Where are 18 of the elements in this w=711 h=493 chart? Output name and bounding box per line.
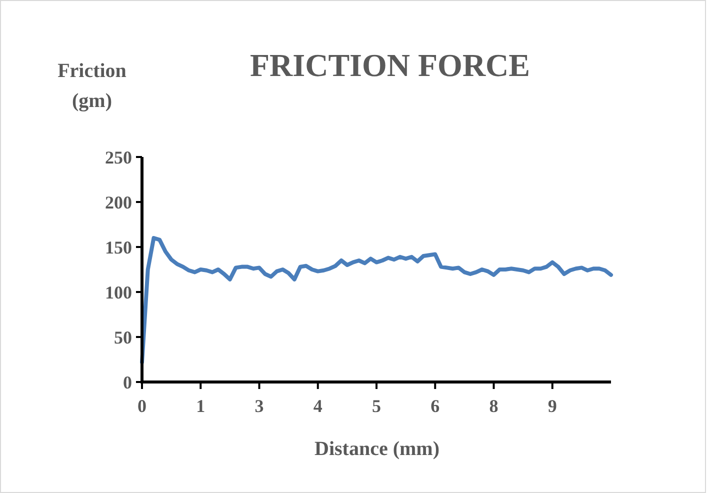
y-tick-label: 100 bbox=[105, 282, 132, 302]
y-tick-label: 250 bbox=[105, 147, 132, 168]
y-axis-title: Friction (gm) bbox=[58, 60, 126, 112]
x-tick-label: 1 bbox=[196, 396, 206, 416]
x-tick-label: 5 bbox=[372, 396, 381, 416]
line-series bbox=[140, 236, 613, 364]
y-tick-label: 150 bbox=[105, 237, 132, 258]
x-tick-label: 9 bbox=[548, 396, 557, 416]
x-tick-label: 3 bbox=[254, 396, 264, 416]
x-axis-title: Distance (mm) bbox=[314, 438, 440, 460]
x-tick-label: 6 bbox=[430, 396, 440, 416]
x-tick-label: 4 bbox=[313, 396, 322, 416]
chart-title: FRICTION FORCE bbox=[250, 47, 530, 83]
x-tick-label: 8 bbox=[489, 396, 498, 416]
y-tick-label: 0 bbox=[123, 372, 132, 392]
x-tick-label: 0 bbox=[138, 396, 146, 416]
y-tick-label: 200 bbox=[105, 192, 132, 212]
y-tick-label: 50 bbox=[114, 327, 132, 348]
